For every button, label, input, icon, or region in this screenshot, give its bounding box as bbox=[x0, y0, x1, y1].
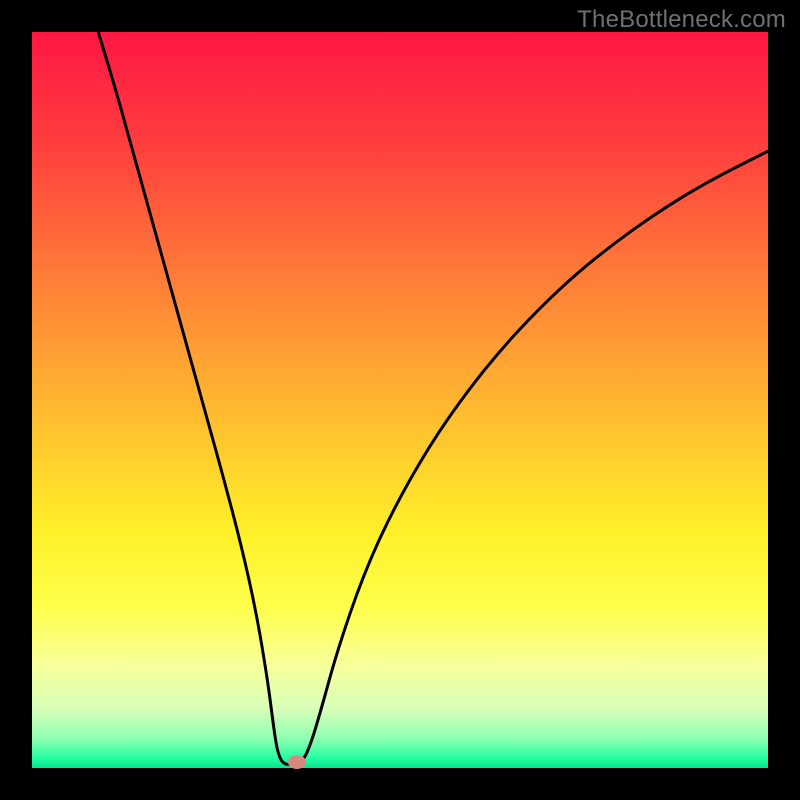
watermark-text: TheBottleneck.com bbox=[577, 6, 786, 34]
chart-frame: TheBottleneck.com bbox=[0, 0, 800, 800]
plot-background bbox=[32, 32, 768, 768]
bottleneck-curve-chart bbox=[0, 0, 800, 800]
minimum-marker bbox=[288, 755, 306, 769]
